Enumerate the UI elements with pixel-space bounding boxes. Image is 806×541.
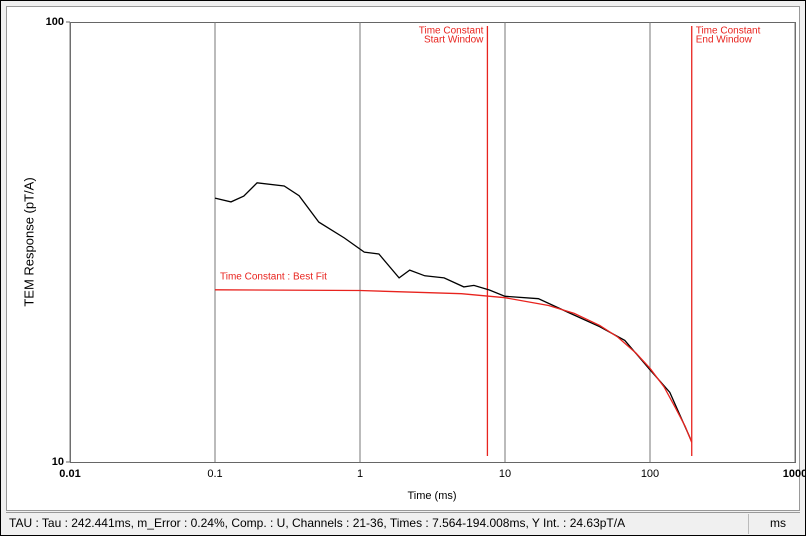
window-label: End Window <box>696 35 753 46</box>
data-line <box>214 182 691 439</box>
fit-label: Time Constant : Best Fit <box>220 272 327 283</box>
x-tick-label: 0.01 <box>59 468 80 480</box>
y-axis-label: TEM Response (pT/A) <box>21 177 36 306</box>
x-tick-label: 1000 <box>783 468 806 480</box>
data-line <box>214 289 693 443</box>
x-axis-label: Time (ms) <box>407 490 456 502</box>
x-tick-label: 0.1 <box>207 468 222 480</box>
status-text: TAU : Tau : 242.441ms, m_Error : 0.24%, … <box>9 516 625 530</box>
window-label: Time Constant <box>419 26 484 37</box>
window-label: Start Window <box>424 35 484 46</box>
status-unit: ms <box>770 516 786 530</box>
y-tick-label: 100 <box>46 16 64 28</box>
x-tick-label: 1 <box>357 468 363 480</box>
x-tick-label: 10 <box>499 468 511 480</box>
x-tick-label: 100 <box>641 468 659 480</box>
y-tick-label: 10 <box>52 456 64 468</box>
window-label: Time Constant <box>696 26 761 37</box>
chart-area <box>6 6 800 511</box>
